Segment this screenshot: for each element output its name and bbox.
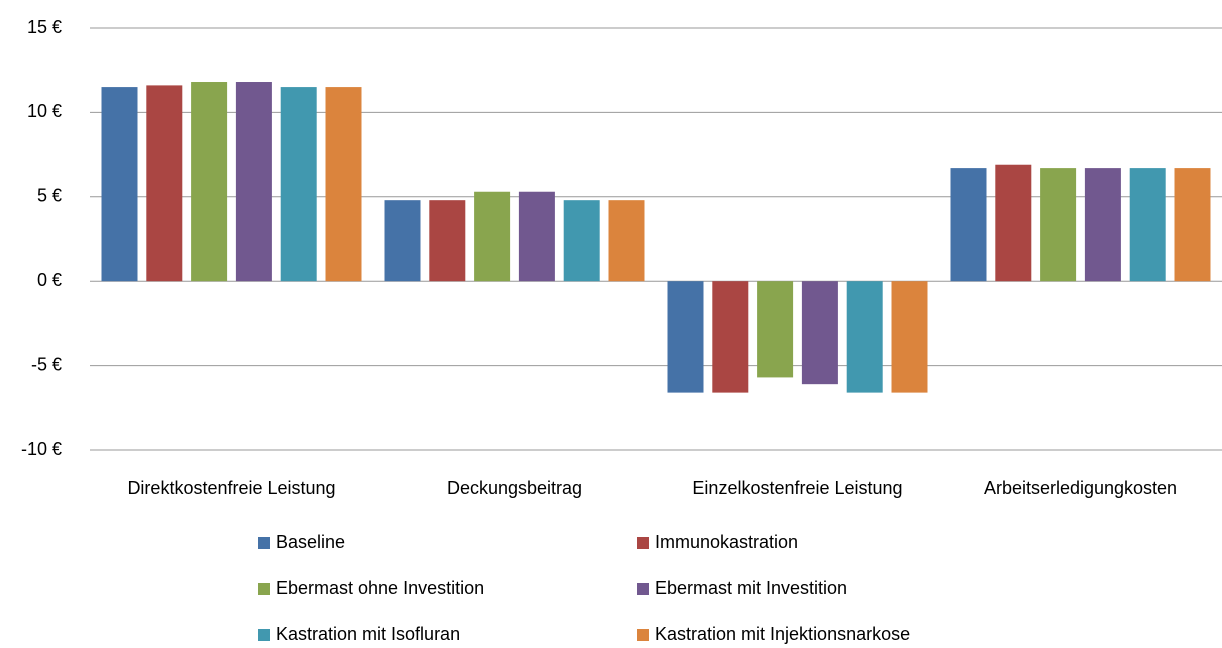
bar: [1084, 168, 1121, 282]
legend-swatch: [258, 583, 270, 595]
bar: [757, 281, 794, 378]
bar: [474, 191, 511, 282]
bar: [518, 191, 555, 282]
y-tick-label: 10 €: [27, 101, 62, 121]
legend-label: Baseline: [276, 532, 345, 552]
legend-swatch: [637, 583, 649, 595]
bar: [950, 168, 987, 282]
x-tick-label: Arbeitserledigungkosten: [984, 478, 1177, 498]
bar: [608, 200, 645, 282]
legend-label: Ebermast ohne Investition: [276, 578, 484, 598]
legend-label: Kastration mit Isofluran: [276, 624, 460, 644]
x-tick-label: Deckungsbeitrag: [447, 478, 582, 498]
legend-swatch: [637, 537, 649, 549]
bar: [429, 200, 466, 282]
bar: [101, 87, 138, 282]
x-tick-label: Einzelkostenfreie Leistung: [692, 478, 902, 498]
bar: [1040, 168, 1077, 282]
legend-swatch: [258, 629, 270, 641]
bar: [191, 82, 228, 282]
y-tick-label: -5 €: [31, 354, 62, 374]
legend-swatch: [258, 537, 270, 549]
y-tick-label: 15 €: [27, 17, 62, 37]
bar: [667, 281, 704, 393]
bar: [563, 200, 600, 282]
legend-label: Ebermast mit Investition: [655, 578, 847, 598]
x-tick-label: Direktkostenfreie Leistung: [127, 478, 335, 498]
bar: [891, 281, 928, 393]
y-tick-label: -10 €: [21, 439, 62, 459]
bar: [325, 87, 362, 282]
y-tick-label: 5 €: [37, 186, 62, 206]
bar: [146, 85, 183, 282]
bar: [1129, 168, 1166, 282]
bar: [995, 164, 1032, 282]
bar: [235, 82, 272, 282]
bar: [801, 281, 838, 385]
bar: [846, 281, 883, 393]
bar: [384, 200, 421, 282]
legend-label: Immunokastration: [655, 532, 798, 552]
bar: [712, 281, 749, 393]
y-tick-label: 0 €: [37, 270, 62, 290]
legend-label: Kastration mit Injektionsnarkose: [655, 624, 910, 644]
bar: [1174, 168, 1211, 282]
legend-swatch: [637, 629, 649, 641]
bar: [280, 87, 317, 282]
